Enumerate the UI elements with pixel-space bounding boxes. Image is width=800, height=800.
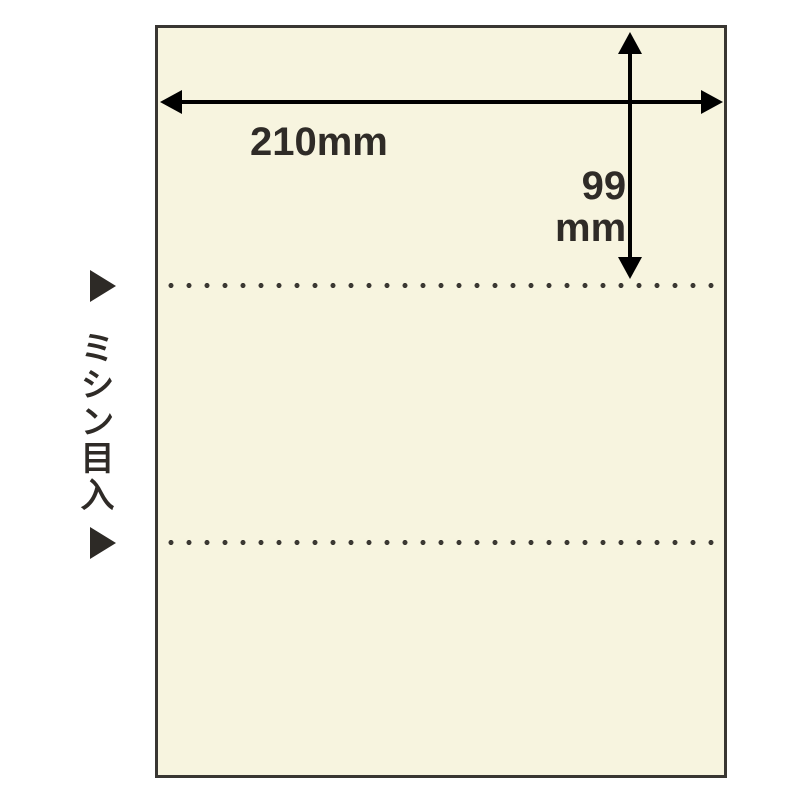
perforation-pointer-icon-1 bbox=[90, 270, 116, 302]
height-dimension-unit: mm bbox=[555, 207, 626, 249]
perforation-pointer-icon-2 bbox=[90, 527, 116, 559]
width-dimension-line bbox=[182, 100, 701, 104]
paper-sheet bbox=[155, 25, 727, 778]
perforation-label: ミシン目入 bbox=[70, 330, 119, 514]
perforation-line-1 bbox=[162, 283, 720, 288]
height-arrow-down-icon bbox=[618, 257, 642, 279]
perforation-line-2 bbox=[162, 540, 720, 545]
height-dimension-line bbox=[628, 54, 632, 257]
height-dimension-label: 99mm bbox=[555, 165, 626, 249]
width-dimension-label: 210mm bbox=[250, 120, 388, 165]
width-arrow-right-icon bbox=[701, 90, 723, 114]
height-arrow-up-icon bbox=[618, 32, 642, 54]
width-arrow-left-icon bbox=[160, 90, 182, 114]
height-dimension-value: 99 bbox=[555, 165, 626, 207]
